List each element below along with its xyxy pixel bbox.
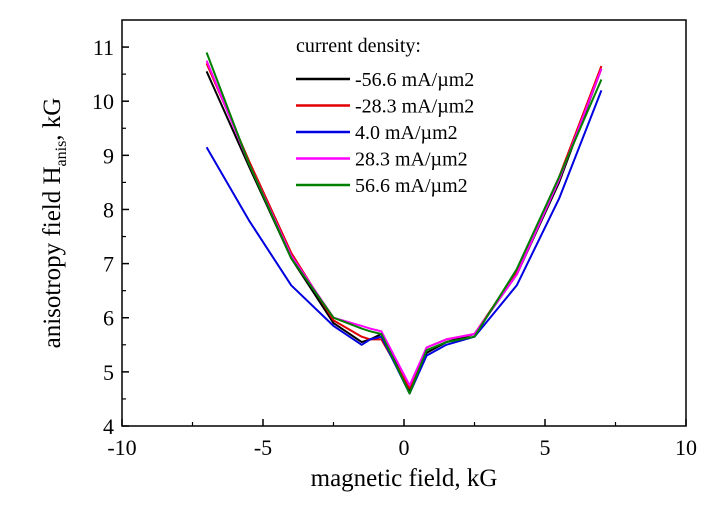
legend-label-1: -56.6 mA/µm2 xyxy=(355,69,474,91)
x-tick-label: -10 xyxy=(107,435,136,460)
x-tick-label: 10 xyxy=(675,435,697,460)
legend-title: current density: xyxy=(296,35,421,57)
x-axis-title: magnetic field, kG xyxy=(311,465,498,492)
y-tick-label: 9 xyxy=(103,143,114,168)
legend-label-2: -28.3 mA/µm2 xyxy=(355,96,474,118)
series-line-4 xyxy=(205,60,603,387)
legend: current density: -56.6 mA/µm2 -28.3 mA/µm… xyxy=(296,35,474,197)
y-axis-title: anisotropy field Hanis, kG xyxy=(39,98,70,349)
y-tick-label: 4 xyxy=(103,414,114,439)
y-axis-title-tail: , kG xyxy=(39,98,66,141)
legend-label-5: 56.6 mA/µm2 xyxy=(355,175,468,197)
x-tick-label: -5 xyxy=(254,435,272,460)
series-layer xyxy=(205,52,603,395)
y-tick-label: 5 xyxy=(103,360,114,385)
y-tick-label: 6 xyxy=(103,306,114,331)
y-tick-label: 7 xyxy=(103,252,114,277)
y-tick-label: 8 xyxy=(103,197,114,222)
y-axis-title-main: anisotropy field H xyxy=(39,166,66,348)
legend-label-4: 28.3 mA/µm2 xyxy=(355,149,468,171)
x-tick-label: 5 xyxy=(540,435,551,460)
series-line-5 xyxy=(205,52,603,395)
y-tick-label: 11 xyxy=(93,35,114,60)
ticks-layer: -10 -5 0 5 10 4 5 6 7 8 9 10 11 xyxy=(92,35,697,460)
y-tick-label: 10 xyxy=(92,89,114,114)
y-axis-title-subscript: anis xyxy=(53,141,70,167)
x-tick-label: 0 xyxy=(399,435,410,460)
legend-label-3: 4.0 mA/µm2 xyxy=(355,122,458,144)
